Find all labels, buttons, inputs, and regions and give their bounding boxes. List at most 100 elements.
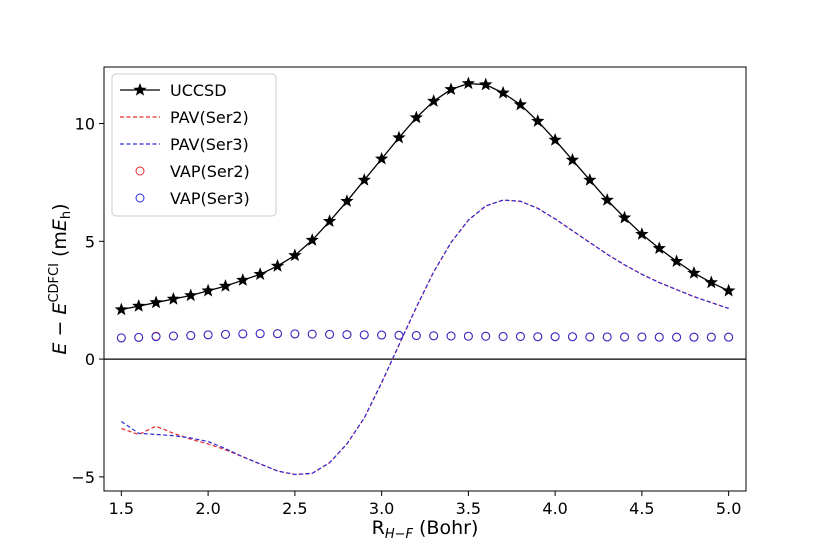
x-tick-label: 3.0 <box>369 499 394 518</box>
data-point <box>201 283 215 297</box>
series-pav-ser2 <box>121 199 729 476</box>
data-point <box>602 332 612 342</box>
x-axis: 1.5 2.0 2.5 3.0 3.5 4.0 4.5 5.0 <box>109 491 741 518</box>
data-point <box>132 299 146 312</box>
series-pav-ser3 <box>121 199 729 476</box>
data-point <box>481 331 491 341</box>
legend-marker <box>135 166 145 176</box>
data-point <box>496 85 510 99</box>
y-axis: −5 0 5 10 <box>71 115 104 487</box>
legend-label: VAP(Ser2) <box>170 162 250 181</box>
data-point <box>652 241 666 255</box>
data-point <box>203 330 213 340</box>
y-tick-label: 0 <box>85 350 95 369</box>
data-point <box>151 332 161 342</box>
series-line <box>121 199 729 476</box>
data-point <box>704 275 718 289</box>
data-point <box>409 110 423 124</box>
data-point <box>116 333 126 343</box>
data-point <box>305 233 319 246</box>
data-point <box>617 210 632 224</box>
data-point <box>168 331 178 341</box>
data-point <box>463 331 473 341</box>
data-point <box>186 331 196 341</box>
data-point <box>479 77 493 91</box>
data-point <box>687 266 701 279</box>
data-point <box>184 288 198 302</box>
data-point <box>392 130 406 144</box>
data-point <box>255 329 265 339</box>
data-point <box>721 283 736 297</box>
data-point <box>724 332 734 342</box>
data-point <box>654 332 664 342</box>
data-point <box>236 273 250 286</box>
data-point <box>637 332 647 342</box>
x-tick-label: 1.5 <box>109 499 134 518</box>
data-point <box>253 267 267 280</box>
data-point <box>429 331 439 341</box>
y-tick-label: 5 <box>85 232 95 251</box>
data-point <box>672 332 682 342</box>
series-line <box>121 199 729 476</box>
data-point <box>377 330 387 340</box>
data-point <box>567 332 577 342</box>
data-point <box>513 97 528 111</box>
legend-label: UCCSD <box>170 81 227 100</box>
legend-item: UCCSD <box>120 81 227 100</box>
legend-item: VAP(Ser2) <box>135 162 250 181</box>
data-point <box>342 330 352 340</box>
data-point <box>565 153 580 166</box>
data-point <box>533 332 543 342</box>
plot-frame <box>103 66 747 492</box>
data-point <box>357 173 371 186</box>
x-axis-label: RH−F (Bohr) <box>372 517 479 542</box>
legend-item: PAV(Ser2) <box>120 108 249 127</box>
data-point <box>394 330 404 340</box>
data-point <box>288 248 302 262</box>
data-point <box>340 194 354 207</box>
data-point <box>322 214 337 227</box>
data-point <box>531 114 545 127</box>
data-point <box>585 332 595 342</box>
data-point <box>374 151 389 165</box>
legend-label: PAV(Ser2) <box>170 108 249 127</box>
legend: UCCSD PAV(Ser2) PAV(Ser3) VAP(Ser2) VAP(Ser3… <box>111 73 277 217</box>
data-point <box>583 173 597 186</box>
data-point <box>427 94 441 107</box>
data-point <box>290 329 300 339</box>
data-point <box>270 259 285 272</box>
data-point <box>218 279 233 292</box>
data-point <box>446 331 456 341</box>
data-point <box>134 332 144 342</box>
x-tick-label: 4.0 <box>542 499 567 518</box>
series-uccsd <box>114 76 736 316</box>
data-point <box>411 331 421 341</box>
data-point <box>689 332 699 342</box>
legend-label: PAV(Ser3) <box>170 135 249 154</box>
x-tick-label: 2.0 <box>195 499 220 518</box>
data-point <box>359 330 369 340</box>
data-point <box>166 292 181 305</box>
data-point <box>114 302 129 316</box>
data-point <box>600 193 614 206</box>
legend-marker <box>133 83 147 96</box>
data-point <box>548 133 562 146</box>
data-point <box>550 332 560 342</box>
data-point <box>149 295 163 309</box>
data-point <box>498 331 508 341</box>
legend-box <box>111 73 277 217</box>
y-axis-label: E − ECDFCI (mEh) <box>47 203 74 354</box>
x-tick-label: 3.5 <box>456 499 481 518</box>
data-point <box>325 329 335 339</box>
legend-marker <box>135 193 145 203</box>
legend-item: PAV(Ser3) <box>120 135 249 154</box>
data-point <box>220 329 230 339</box>
series-layer <box>114 76 736 476</box>
data-point <box>307 329 317 339</box>
series-vap-ser3 <box>116 329 734 343</box>
data-point <box>706 332 716 342</box>
x-tick-label: 5.0 <box>716 499 741 518</box>
y-tick-label: −5 <box>71 468 95 487</box>
data-point <box>461 76 476 90</box>
